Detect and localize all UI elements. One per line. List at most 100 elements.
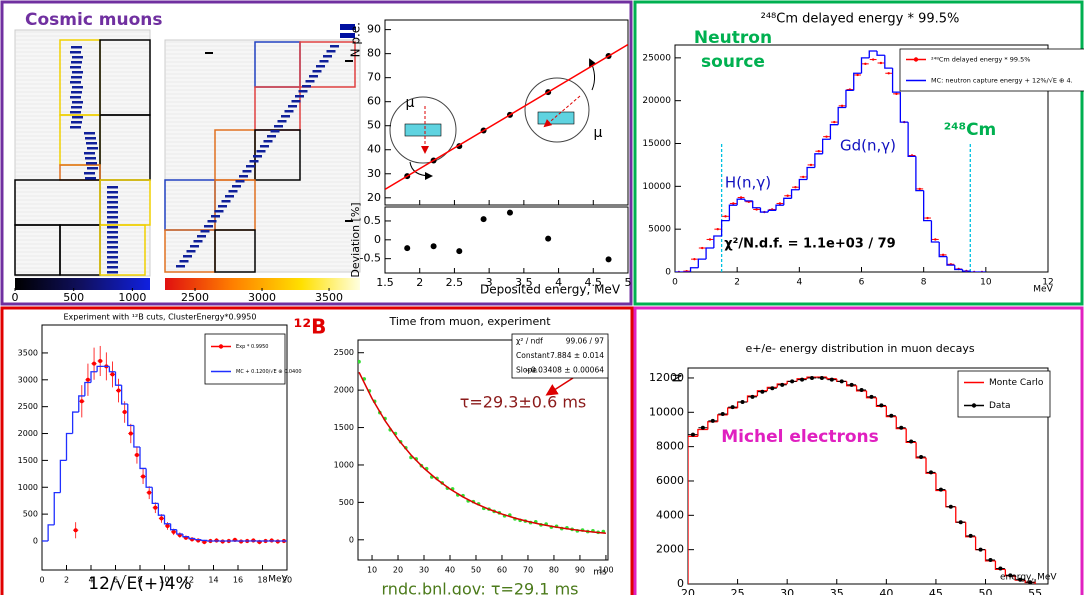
hit — [278, 120, 287, 123]
hit — [246, 165, 255, 168]
data-point — [794, 186, 796, 188]
y-tick-label: 6000 — [656, 474, 684, 487]
data-point — [872, 58, 874, 60]
hit — [295, 95, 304, 98]
x-tick-label: 40 — [879, 587, 893, 595]
data-point — [887, 72, 889, 74]
legend-label: Data — [989, 401, 1011, 411]
x-tick-label: 90 — [575, 566, 585, 575]
residual-point — [545, 236, 551, 242]
hit — [107, 246, 118, 249]
data-point — [750, 395, 754, 399]
data-point — [919, 455, 923, 459]
x-axis-label: ms — [593, 568, 607, 578]
data-point — [760, 390, 764, 394]
x-axis-label: energy, MeV — [1000, 573, 1057, 583]
y-tick-label: 3000 — [18, 375, 38, 384]
data-point — [988, 558, 992, 562]
y-tick-label: 0 — [374, 233, 381, 246]
hit — [345, 60, 353, 62]
hit — [218, 205, 227, 208]
hit — [84, 172, 95, 175]
x-tick-label: 30 — [419, 566, 429, 575]
color-bar-label: 1000 — [118, 291, 146, 304]
hit — [253, 155, 262, 158]
hit — [327, 50, 336, 53]
hit — [239, 175, 248, 178]
x-tick-label: 16 — [233, 576, 243, 585]
inset-detector — [405, 124, 441, 136]
hit — [107, 266, 118, 269]
hit — [107, 216, 118, 219]
residual-point — [481, 216, 487, 222]
color-bar-label: 0 — [12, 291, 19, 304]
hit — [72, 116, 83, 119]
y-tick-label: 0 — [677, 577, 684, 590]
data-point — [141, 475, 145, 479]
x-tick-label: 25 — [731, 587, 745, 595]
hit — [229, 190, 238, 193]
hit — [71, 121, 82, 124]
data-point — [172, 530, 176, 534]
data-point — [864, 63, 866, 65]
page: Cosmic muons0500100025003000350020304050… — [0, 0, 1084, 595]
data-point — [869, 395, 873, 399]
x-tick-label: 50 — [471, 566, 481, 575]
inset-detector — [538, 112, 574, 124]
annotation: source — [701, 52, 765, 72]
data-point — [800, 378, 804, 382]
data-point — [802, 176, 804, 178]
data-point — [779, 202, 781, 204]
hit — [330, 45, 339, 48]
data-point — [117, 389, 121, 393]
annotation: rndc.bnl.gov: τ=29.1 ms — [382, 580, 579, 595]
data-point — [841, 105, 843, 107]
y-tick-label: 40 — [367, 143, 381, 156]
y-tick-label: 500 — [339, 498, 354, 507]
hit — [288, 105, 297, 108]
x-tick-label: 4 — [796, 278, 802, 288]
stats-value: −0.03408 ± 0.00064 — [525, 366, 605, 375]
x-tick-label: 8 — [921, 278, 927, 288]
data-point — [810, 164, 812, 166]
hit — [236, 180, 245, 183]
residual-point — [507, 210, 513, 216]
x-tick-label: 55 — [1028, 587, 1042, 595]
hit — [107, 211, 118, 214]
y-tick-label: 25000 — [642, 53, 671, 63]
x-tick-label: 2.5 — [446, 276, 464, 289]
x-tick-label: 45 — [929, 587, 943, 595]
y-tick-label: 1000 — [18, 483, 38, 492]
hit — [267, 135, 276, 138]
histogram-step — [207, 540, 213, 541]
annotation: τ=29.3±0.6 ms — [460, 393, 587, 412]
x-tick-label: 10 — [980, 278, 992, 288]
hit — [306, 80, 315, 83]
chart-title: Time from muon, experiment — [388, 315, 551, 328]
hit — [85, 157, 96, 160]
residual-point — [404, 245, 410, 251]
hit — [107, 251, 118, 254]
data-point — [80, 399, 84, 403]
hit — [86, 142, 97, 145]
data-point — [731, 405, 735, 409]
hit — [250, 160, 259, 163]
hit — [71, 106, 82, 109]
hit — [72, 86, 83, 89]
hit — [285, 110, 294, 113]
annotation: Neutron — [694, 28, 772, 48]
residual-point — [606, 256, 612, 262]
legend-label: Exp * 0.9950 — [236, 344, 268, 350]
x-tick-label: 5 — [625, 276, 632, 289]
hit — [107, 226, 118, 229]
hit — [87, 147, 98, 150]
legend-marker — [972, 403, 976, 407]
data-point — [942, 254, 944, 256]
hit — [107, 186, 118, 189]
hit — [71, 61, 82, 64]
hit — [274, 125, 283, 128]
y-tick-label: 20000 — [642, 96, 671, 106]
annotation: ¹²B — [294, 315, 327, 339]
x-tick-label: 60 — [497, 566, 507, 575]
color-bar-label: 3500 — [315, 291, 343, 304]
